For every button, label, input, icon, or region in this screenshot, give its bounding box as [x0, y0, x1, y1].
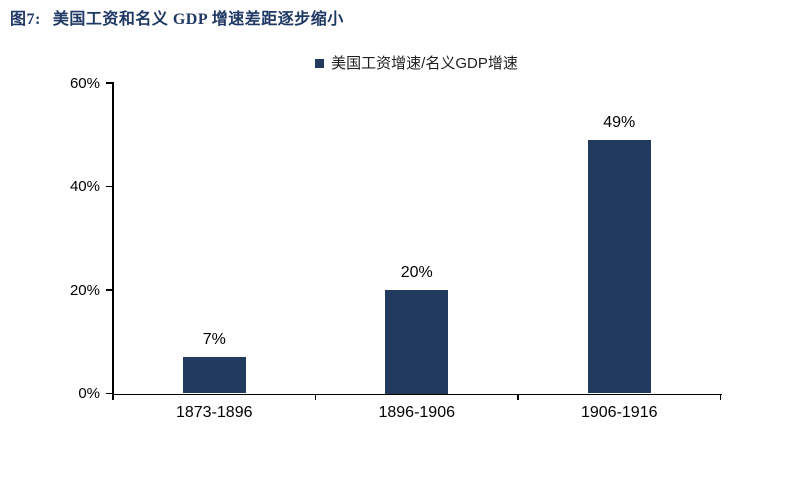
x-axis-tick-mark: [719, 395, 722, 400]
x-axis-category-label: 1873-1896: [175, 404, 253, 421]
x-axis-category-label: 1906-1916: [580, 404, 658, 421]
y-axis-tick-label: 0%: [78, 385, 100, 402]
bar-value-label: 7%: [202, 331, 226, 349]
y-axis-tick-mark: [105, 185, 113, 188]
bar-value-label: 49%: [603, 113, 636, 131]
figure-title: 图7: 美国工资和名义 GDP 增速差距逐步缩小: [10, 5, 344, 29]
figure-label: 图7:: [10, 11, 41, 28]
x-axis-tick-mark: [112, 395, 114, 400]
y-axis-tick-mark: [105, 82, 113, 84]
x-axis-tick-mark: [517, 395, 519, 400]
chart-legend: 美国工资增速/名义GDP增速: [113, 52, 720, 73]
y-axis-tick-label: 40%: [69, 178, 100, 195]
x-axis-category-label: 1896-1906: [378, 404, 455, 421]
y-axis-tick-mark: [105, 392, 113, 395]
bar-1906-1916: [587, 139, 651, 394]
bar-value-label: 20%: [400, 264, 433, 281]
legend-label: 美国工资增速/名义GDP增速: [331, 55, 518, 72]
y-axis-tick-label: 20%: [69, 281, 100, 299]
x-axis-line: [112, 393, 722, 396]
y-axis-tick-mark: [105, 289, 113, 291]
x-axis-tick-mark: [314, 395, 317, 400]
y-axis-tick-label: 60%: [69, 74, 100, 92]
bar-1896-1906: [385, 290, 449, 394]
legend-square-marker-icon: [315, 58, 325, 68]
bar-1873-1896: [182, 357, 246, 394]
y-axis-line: [112, 82, 115, 396]
figure-title-text: 美国工资和名义 GDP 增速差距逐步缩小: [52, 11, 344, 28]
